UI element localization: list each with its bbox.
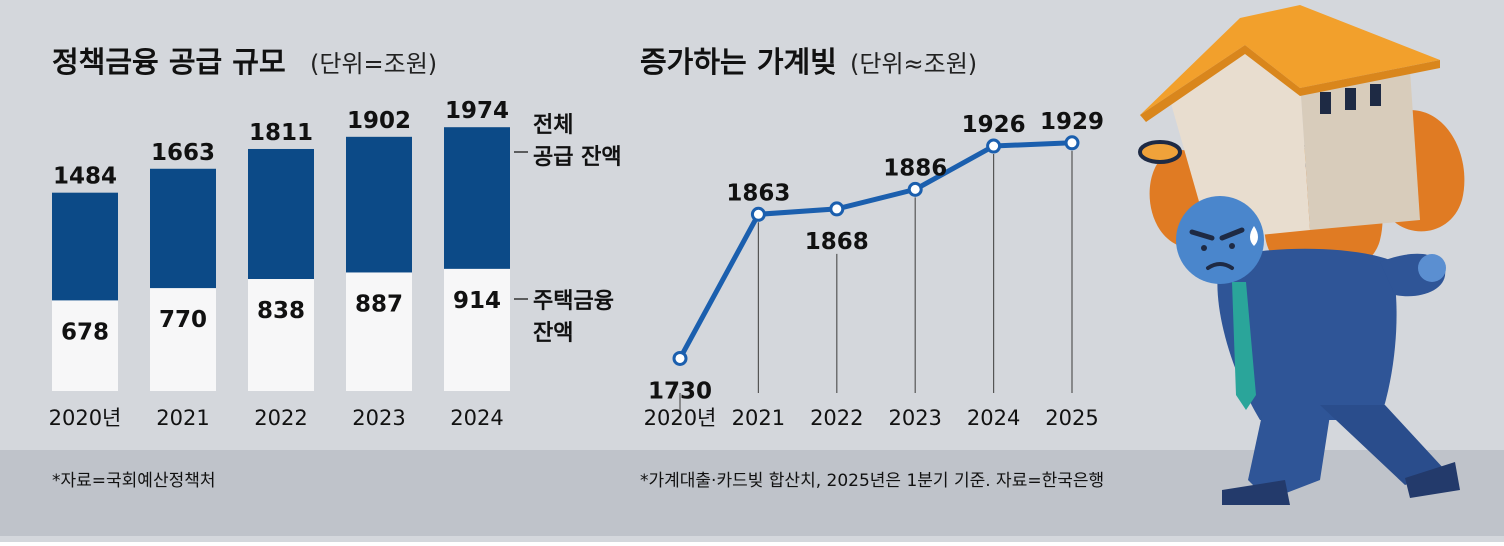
left-chart-unit: (단위=조원) (310, 50, 437, 78)
legend-housing-line2: 잔액 (533, 321, 573, 346)
house-roof-icon (1140, 5, 1440, 115)
man-eye-left-icon (1201, 245, 1207, 251)
house-side-icon (1300, 70, 1420, 230)
sweat-drop-icon (1250, 226, 1258, 246)
bar-housing (346, 272, 412, 391)
line-value-label: 1868 (805, 229, 869, 255)
line-value-label: 1863 (726, 180, 790, 206)
x-tick-label: 2021 (732, 406, 785, 430)
line-point (907, 181, 923, 197)
left-chart-title: 정책금융 공급 규모 (52, 45, 286, 79)
bar-total-label: 1811 (249, 120, 313, 146)
bar-housing (248, 279, 314, 391)
line-value-label: 1886 (883, 155, 947, 181)
money-bag-left-tie-icon (1138, 140, 1182, 164)
man-head-icon (1176, 196, 1264, 284)
man-hand-icon (1418, 254, 1446, 282)
bar-total-label: 1974 (445, 98, 509, 124)
house-wall-icon (1170, 40, 1310, 240)
bar-housing (150, 288, 216, 391)
x-tick-label: 2022 (810, 406, 863, 430)
x-tick-label: 2020년 (49, 406, 122, 430)
bar-housing (444, 268, 510, 391)
bar-housing (52, 300, 118, 391)
x-tick-label: 2024 (450, 406, 503, 430)
man-shoe-right-icon (1405, 462, 1460, 498)
legend-housing-line1: 주택금융 (533, 289, 614, 314)
right-chart-title: 증가하는 가계빚 (640, 45, 837, 79)
man-shoe-left-icon (1222, 480, 1290, 505)
bar-housing-label: 678 (61, 319, 109, 345)
x-tick-label: 2020년 (644, 406, 717, 430)
man-trouser-left-icon (1248, 415, 1330, 500)
line-point (672, 350, 688, 366)
man-trouser-right-icon (1320, 405, 1445, 485)
line-point (829, 201, 845, 217)
bar-housing-label: 914 (453, 288, 501, 314)
legend-total-line2: 공급 잔액 (533, 145, 622, 170)
left-source-note: *자료=국회예산정책처 (52, 471, 216, 491)
house-window-2-icon (1345, 88, 1356, 110)
series-line (677, 140, 1073, 360)
x-tick-label: 2021 (156, 406, 209, 430)
x-tick-label: 2025 (1045, 406, 1098, 430)
bar-total-label: 1484 (53, 164, 117, 190)
man-tie-icon (1232, 282, 1256, 410)
house-window-1-icon (1320, 92, 1331, 114)
x-tick-label: 2023 (352, 406, 405, 430)
right-source-note: *가계대출·카드빚 합산치, 2025년은 1분기 기준. 자료=한국은행 (640, 471, 1104, 491)
x-tick-label: 2022 (254, 406, 307, 430)
legend-total-line1: 전체 (533, 113, 573, 138)
line-point (986, 138, 1002, 154)
house-window-3-icon (1370, 84, 1381, 106)
x-tick-label: 2023 (888, 406, 941, 430)
x-tick-label: 2024 (967, 406, 1020, 430)
bar-total-label: 1902 (347, 108, 411, 134)
man-jacket-icon (1217, 248, 1397, 420)
man-brow-icon (1189, 227, 1245, 241)
man-mouth-icon (1206, 262, 1234, 270)
line-point (750, 206, 766, 222)
right-chart-unit: (단위≈조원) (850, 50, 977, 78)
line-value-label: 1926 (962, 112, 1026, 138)
bar-housing-label: 838 (257, 298, 305, 324)
line-point (1064, 135, 1080, 151)
bar-housing-label: 770 (159, 307, 207, 333)
house-roof-edge-icon (1140, 45, 1440, 122)
bar-total-label: 1663 (151, 140, 215, 166)
left-bar-chart: 1484 678 2020년 1663 770 2021 1811 838 2022 1902 88… (49, 98, 510, 430)
line-value-label: 1730 (648, 378, 712, 404)
bar-housing-label: 887 (355, 291, 403, 317)
line-value-label: 1929 (1040, 109, 1104, 135)
man-eye-right-icon (1229, 243, 1235, 249)
man-carrying-house-illustration (1138, 5, 1465, 505)
